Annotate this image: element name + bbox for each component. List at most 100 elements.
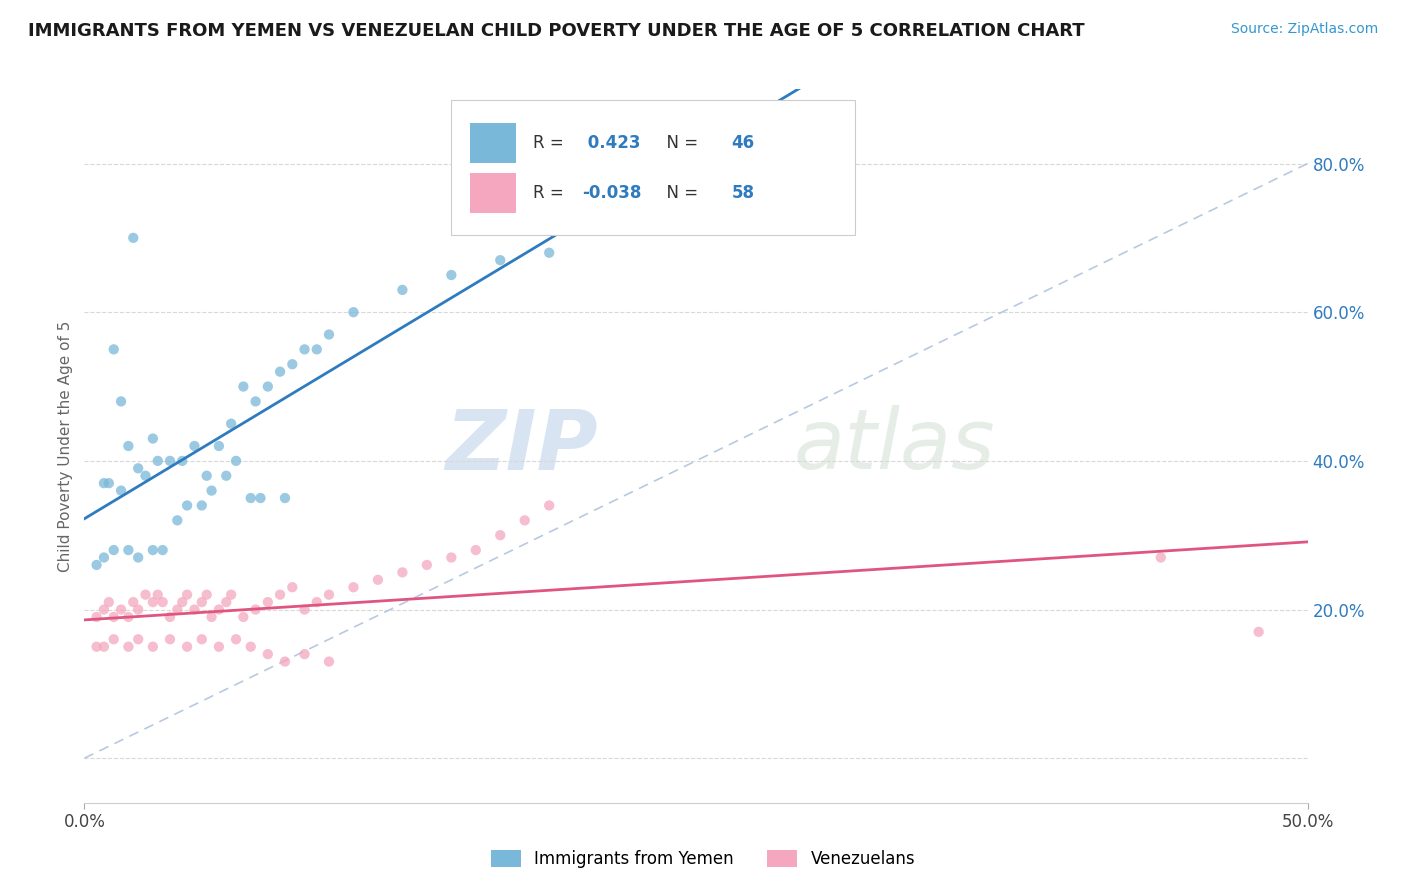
Point <box>318 327 340 342</box>
Point <box>318 655 340 669</box>
Point <box>166 602 188 616</box>
Point <box>249 491 271 505</box>
Point <box>225 632 247 647</box>
Point <box>294 343 316 357</box>
Point <box>127 461 149 475</box>
Text: -0.038: -0.038 <box>582 184 641 202</box>
Point <box>176 640 198 654</box>
Point <box>239 640 262 654</box>
Point <box>538 499 561 513</box>
Point <box>219 417 242 431</box>
Point <box>103 610 125 624</box>
Point <box>135 468 157 483</box>
Point <box>127 602 149 616</box>
Point <box>146 454 169 468</box>
Point <box>208 602 231 616</box>
Point <box>191 632 214 647</box>
Point <box>166 513 188 527</box>
Point <box>232 610 254 624</box>
FancyBboxPatch shape <box>470 173 516 212</box>
Point <box>513 513 536 527</box>
Point <box>489 253 512 268</box>
FancyBboxPatch shape <box>451 100 855 235</box>
Point <box>110 483 132 498</box>
Point <box>152 543 174 558</box>
Text: 0.423: 0.423 <box>582 134 641 152</box>
Point <box>97 595 120 609</box>
Point <box>416 558 439 572</box>
Point <box>86 558 108 572</box>
Point <box>239 491 262 505</box>
Point <box>110 394 132 409</box>
Text: N =: N = <box>655 134 703 152</box>
Point <box>208 640 231 654</box>
Point <box>440 550 463 565</box>
Point <box>215 595 238 609</box>
Text: atlas: atlas <box>794 406 995 486</box>
Point <box>93 476 115 491</box>
Point <box>200 483 222 498</box>
Point <box>183 439 205 453</box>
Text: R =: R = <box>533 184 569 202</box>
Point <box>172 454 194 468</box>
Point <box>208 439 231 453</box>
Point <box>219 588 242 602</box>
Point <box>269 365 291 379</box>
Point <box>86 640 108 654</box>
Point <box>200 610 222 624</box>
Point <box>257 647 280 661</box>
Point <box>135 588 157 602</box>
Text: IMMIGRANTS FROM YEMEN VS VENEZUELAN CHILD POVERTY UNDER THE AGE OF 5 CORRELATION: IMMIGRANTS FROM YEMEN VS VENEZUELAN CHIL… <box>28 22 1085 40</box>
Point <box>142 640 165 654</box>
Point <box>159 610 181 624</box>
Point <box>538 245 561 260</box>
Point <box>215 468 238 483</box>
Point <box>391 566 413 580</box>
Point <box>159 632 181 647</box>
Point <box>103 632 125 647</box>
Point <box>86 610 108 624</box>
Point <box>281 357 304 371</box>
Legend: Immigrants from Yemen, Venezuelans: Immigrants from Yemen, Venezuelans <box>484 843 922 875</box>
Point <box>440 268 463 282</box>
Point <box>191 499 214 513</box>
Point <box>93 640 115 654</box>
Point <box>391 283 413 297</box>
Point <box>97 476 120 491</box>
Point <box>122 231 145 245</box>
Point <box>176 588 198 602</box>
Point <box>274 655 297 669</box>
Point <box>93 550 115 565</box>
Point <box>294 602 316 616</box>
Point <box>117 439 139 453</box>
Point <box>305 343 328 357</box>
Point <box>127 550 149 565</box>
Point <box>195 468 218 483</box>
Point <box>103 543 125 558</box>
Point <box>117 543 139 558</box>
Text: R =: R = <box>533 134 569 152</box>
Point <box>176 499 198 513</box>
Point <box>1247 624 1270 639</box>
Point <box>257 379 280 393</box>
Point <box>342 305 364 319</box>
FancyBboxPatch shape <box>470 123 516 162</box>
Point <box>245 394 267 409</box>
Point <box>172 595 194 609</box>
Point <box>257 595 280 609</box>
Point <box>183 602 205 616</box>
Point <box>146 588 169 602</box>
Point <box>489 528 512 542</box>
Point <box>142 595 165 609</box>
Point <box>269 588 291 602</box>
Text: 58: 58 <box>731 184 755 202</box>
Point <box>103 343 125 357</box>
Text: 46: 46 <box>731 134 755 152</box>
Point <box>127 632 149 647</box>
Point <box>110 602 132 616</box>
Point <box>318 588 340 602</box>
Point <box>117 640 139 654</box>
Point <box>464 543 486 558</box>
Point <box>142 543 165 558</box>
Point <box>159 454 181 468</box>
